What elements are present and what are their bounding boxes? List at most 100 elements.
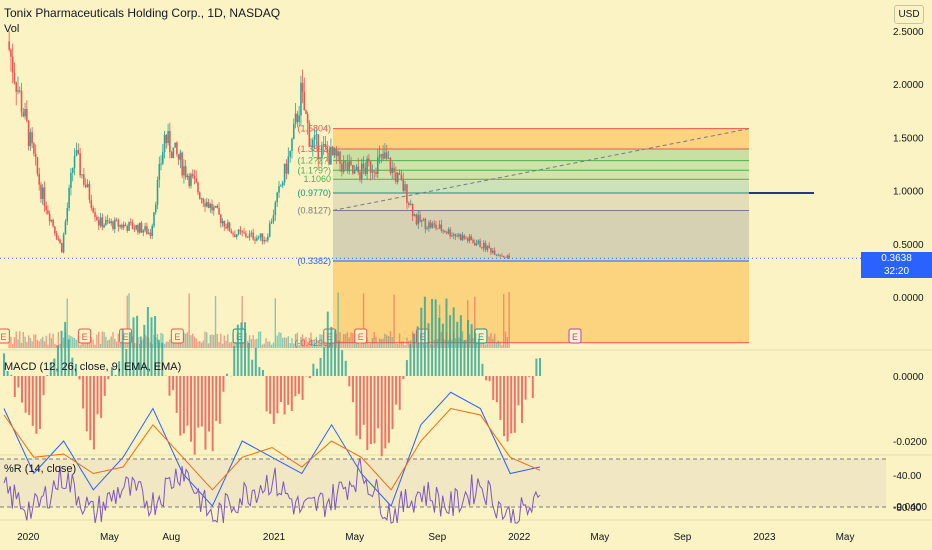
volume-bar: [85, 340, 87, 348]
volume-bar: [204, 331, 206, 348]
candle-body: [195, 178, 198, 183]
macd-histogram-bar: [3, 353, 5, 376]
macd-histogram-bar: [341, 350, 344, 376]
volume-bar: [339, 332, 341, 348]
candle-body: [252, 232, 255, 240]
candle-body: [40, 184, 42, 199]
candle-body: [359, 172, 361, 180]
currency-button[interactable]: USD: [894, 5, 924, 24]
candle-body: [18, 90, 21, 92]
candle-body: [216, 205, 219, 209]
macd-histogram-bar: [100, 376, 103, 418]
volume-bar: [306, 341, 309, 348]
candle-body: [479, 240, 481, 248]
macd-histogram-bar: [366, 376, 369, 451]
volume-bar: [19, 331, 21, 348]
volume-bar: [287, 336, 290, 348]
volume-bar: [90, 337, 93, 348]
volume-bar: [197, 341, 199, 348]
candle-body: [113, 219, 116, 230]
candle-body: [218, 208, 220, 215]
volume-bar: [167, 341, 169, 348]
candle-body: [362, 163, 365, 169]
candle-body: [60, 243, 63, 253]
candle-body: [191, 174, 194, 177]
macd-histogram-bar: [64, 321, 67, 376]
macd-histogram-bar: [326, 311, 329, 376]
candle-body: [312, 139, 314, 147]
macd-histogram-bar: [312, 363, 315, 376]
volume-bar: [429, 344, 432, 348]
candle-body: [472, 240, 474, 243]
volume-bar: [503, 294, 505, 348]
macd-histogram-bar: [42, 376, 45, 396]
candle-body: [391, 167, 394, 174]
candle-body: [319, 158, 321, 159]
volume-bar: [50, 338, 53, 348]
volume-bar: [110, 336, 112, 348]
time-axis-tick: Sep: [674, 532, 692, 543]
candle-body: [342, 161, 345, 172]
earnings-marker-label: E: [82, 332, 88, 342]
volume-bar: [38, 341, 40, 348]
macd-histogram-bar: [405, 360, 408, 376]
volume-bar: [184, 333, 187, 348]
candle-body: [103, 224, 105, 228]
volume-bar: [103, 332, 105, 348]
candle-body: [227, 222, 229, 229]
volume-bar: [324, 342, 327, 348]
candle-body: [281, 182, 284, 186]
candle-body: [133, 228, 136, 230]
candle-body: [147, 232, 150, 234]
volume-bar: [506, 336, 509, 348]
candle-body: [77, 150, 80, 154]
volume-bar: [265, 338, 267, 348]
candle-body: [172, 147, 175, 159]
candle-body: [409, 203, 412, 205]
candle-body: [331, 146, 334, 156]
candle-body: [463, 235, 466, 239]
candle-body: [300, 82, 302, 116]
candle-body: [433, 223, 436, 225]
earnings-marker-label: E: [478, 332, 484, 342]
volume-bar: [348, 337, 350, 348]
candle-body: [301, 82, 304, 92]
candle-body: [484, 242, 487, 250]
volume-bar: [402, 341, 404, 348]
macd-histogram-bar: [290, 376, 293, 411]
candle-body: [220, 214, 222, 224]
candle-body: [458, 234, 460, 237]
volume-bar: [267, 341, 269, 348]
macd-histogram-bar: [359, 376, 362, 440]
volume-bar: [192, 333, 194, 348]
candle-body: [437, 228, 439, 230]
candle-body: [176, 142, 178, 155]
macd-histogram-bar: [315, 368, 318, 376]
candle-body: [267, 236, 269, 241]
candle-body: [13, 72, 16, 83]
volume-bar: [220, 333, 222, 348]
candle-body: [105, 219, 107, 225]
volume-bar: [92, 339, 94, 348]
volume-bar: [43, 341, 46, 348]
volume-bar: [47, 344, 49, 348]
candle-body: [291, 138, 293, 151]
candle-body: [54, 226, 56, 234]
macd-axis-tick: -0.0400: [893, 502, 927, 513]
volume-bar: [293, 343, 295, 348]
earnings-marker-icon: [170, 328, 184, 344]
candle-body: [245, 233, 247, 237]
candle-body: [466, 238, 469, 241]
volume-bar: [254, 339, 256, 348]
volume-bar: [341, 341, 343, 348]
volume-bar: [45, 335, 47, 348]
volume-bar: [444, 339, 446, 348]
candle-body: [454, 234, 457, 236]
volume-bar: [88, 340, 91, 348]
candle-body: [263, 240, 265, 242]
candle-body: [333, 148, 336, 156]
candle-body: [117, 220, 120, 227]
macd-histogram-bar: [118, 361, 121, 376]
macd-histogram-bar: [218, 376, 221, 424]
